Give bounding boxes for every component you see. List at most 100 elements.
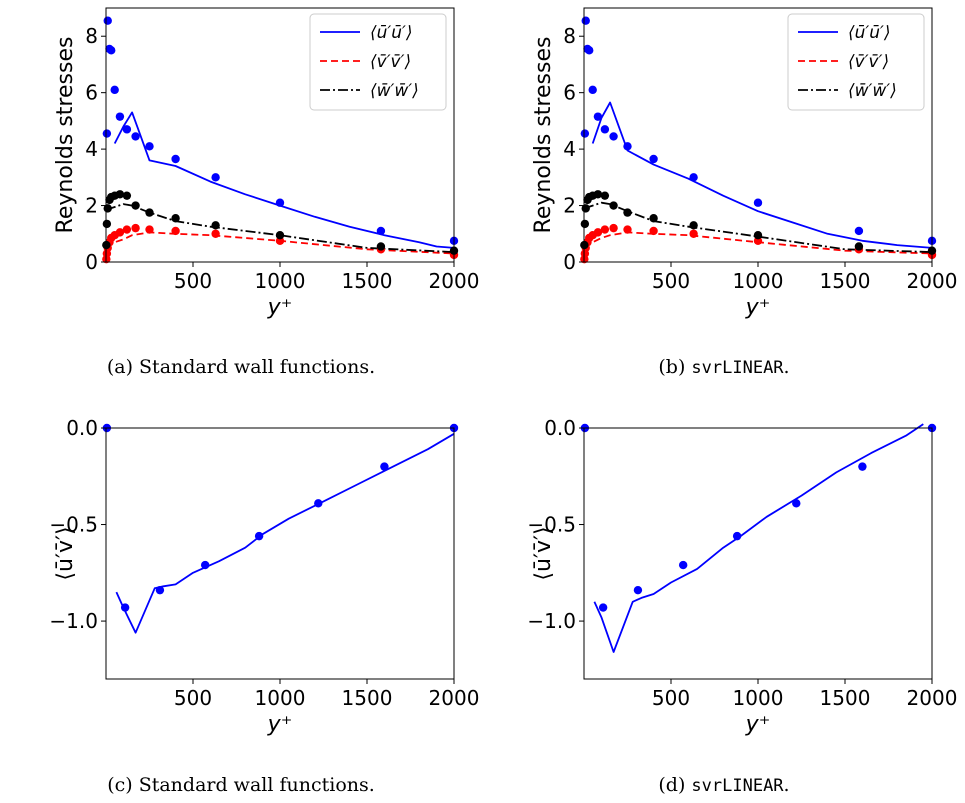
data-point-d-0-2 bbox=[633, 585, 643, 595]
caption-d: (d) svrLINEAR. bbox=[483, 774, 965, 796]
data-point-b-0-7 bbox=[609, 132, 618, 141]
x-tick-label-c-1000: 1000 bbox=[255, 686, 306, 710]
caption-a: (a) Standard wall functions. bbox=[0, 356, 482, 378]
data-point-a-0-8 bbox=[145, 142, 154, 151]
data-point-a-0-10 bbox=[211, 173, 220, 182]
data-point-a-0-1 bbox=[103, 16, 112, 25]
caption-c: (c) Standard wall functions. bbox=[0, 774, 482, 796]
x-tick-label-d-500: 500 bbox=[652, 686, 690, 710]
y-tick-label-d-0: −1.0 bbox=[527, 609, 576, 633]
x-tick-label-b-500: 500 bbox=[652, 269, 690, 293]
plot-area-b bbox=[580, 16, 937, 264]
caption-a-text: (a) Standard wall functions. bbox=[106, 356, 376, 378]
data-point-c-0-6 bbox=[380, 462, 389, 471]
y-axis-label-a: Reynolds stresses bbox=[53, 37, 78, 234]
data-point-c-0-4 bbox=[254, 531, 264, 541]
series-line-c-0 bbox=[115, 433, 455, 634]
data-point-b-0-5 bbox=[593, 112, 603, 121]
data-point-b-1-8 bbox=[609, 223, 618, 233]
data-point-a-2-1 bbox=[102, 219, 112, 229]
y-tick-label-c-1: −0.5 bbox=[49, 513, 98, 537]
legend-label-b-1: ⟨v̄′v̄′⟩ bbox=[848, 52, 889, 72]
data-point-a-0-5 bbox=[115, 112, 125, 121]
data-point-b-0-9 bbox=[649, 154, 658, 164]
y-axis-label-b: Reynolds stresses bbox=[531, 37, 556, 234]
data-point-a-2-8 bbox=[131, 201, 140, 210]
y-tick-label-c-2: 0.0 bbox=[66, 416, 98, 440]
y-tick-label-d-2: 0.0 bbox=[544, 416, 576, 440]
data-point-a-1-9 bbox=[145, 225, 154, 234]
data-point-b-2-8 bbox=[609, 201, 618, 210]
x-tick-label-a-1500: 1500 bbox=[342, 269, 393, 293]
data-point-a-2-12 bbox=[275, 230, 285, 240]
data-point-a-0-6 bbox=[122, 125, 132, 134]
data-point-a-2-9 bbox=[145, 208, 154, 217]
y-tick-label-a-2: 4 bbox=[85, 137, 98, 161]
data-point-d-0-6 bbox=[858, 462, 867, 471]
y-tick-label-a-0: 0 bbox=[85, 250, 98, 274]
y-tick-label-d-1: −0.5 bbox=[527, 513, 576, 537]
legend-b: ⟨ū′ū′⟩ ⟨v̄′v̄′⟩ ⟨w̄′w̄′⟩ bbox=[787, 13, 925, 111]
y-tick-label-b-3: 6 bbox=[563, 81, 576, 105]
data-point-d-0-3 bbox=[678, 560, 688, 570]
series-line-d-0 bbox=[593, 423, 924, 653]
data-point-a-0-12 bbox=[376, 226, 386, 236]
legend-label-b-0: ⟨ū′ū′⟩ bbox=[848, 23, 891, 43]
data-point-b-0-10 bbox=[689, 173, 698, 182]
data-point-b-1-9 bbox=[623, 225, 632, 234]
data-point-b-1-6 bbox=[593, 228, 603, 237]
x-tick-label-c-500: 500 bbox=[174, 686, 212, 710]
data-point-a-0-11 bbox=[275, 198, 285, 207]
y-axis-label-c: ⟨ū′v̄′⟩ bbox=[53, 526, 78, 580]
y-tick-label-a-3: 6 bbox=[85, 81, 98, 105]
chart-c: 500 1000 1500 2000 −1.0 −0.5 0.0 y⁺ ⟨ū′v̄′⟩ bbox=[49, 416, 479, 737]
caption-d-suffix: . bbox=[783, 774, 790, 796]
x-axis-label-d: y⁺ bbox=[745, 712, 771, 737]
x-tick-label-b-1500: 1500 bbox=[820, 269, 871, 293]
data-point-b-0-3 bbox=[585, 46, 594, 55]
axes-frame-c bbox=[105, 427, 455, 680]
data-point-d-0-5 bbox=[792, 499, 801, 508]
data-point-b-0-12 bbox=[854, 226, 864, 236]
data-point-a-2-11 bbox=[211, 221, 220, 230]
data-point-b-2-13 bbox=[854, 242, 864, 251]
data-point-a-2-10 bbox=[171, 214, 180, 223]
data-point-a-1-6 bbox=[115, 228, 125, 237]
x-axis-label-c: y⁺ bbox=[267, 712, 293, 737]
data-point-b-1-7 bbox=[600, 225, 610, 234]
legend-label-a-2: ⟨w̄′w̄′⟩ bbox=[370, 81, 419, 101]
axes-frame-d bbox=[583, 427, 933, 680]
x-tick-label-b-2000: 2000 bbox=[907, 269, 958, 293]
caption-b-code: svrLINEAR bbox=[691, 358, 784, 378]
caption-d-code: svrLINEAR bbox=[691, 776, 784, 796]
caption-b-suffix: . bbox=[783, 356, 790, 378]
data-point-a-0-0 bbox=[102, 129, 112, 138]
data-point-b-1-10 bbox=[649, 226, 658, 236]
series-line-b-1 bbox=[583, 231, 933, 255]
y-tick-label-a-4: 8 bbox=[85, 24, 98, 48]
data-point-b-0-6 bbox=[600, 125, 610, 134]
data-point-a-1-11 bbox=[211, 229, 220, 238]
y-tick-label-b-1: 2 bbox=[563, 194, 576, 218]
y-tick-label-b-0: 0 bbox=[563, 250, 576, 274]
data-point-b-0-1 bbox=[581, 16, 590, 25]
data-point-a-1-7 bbox=[122, 225, 132, 234]
data-point-b-1-11 bbox=[689, 229, 698, 238]
legend-box-a bbox=[309, 13, 447, 111]
data-point-b-2-7 bbox=[600, 191, 610, 200]
legend-a: ⟨ū′ū′⟩ ⟨v̄′v̄′⟩ ⟨w̄′w̄′⟩ bbox=[309, 13, 447, 111]
data-point-b-2-6 bbox=[593, 190, 603, 199]
data-point-b-0-4 bbox=[588, 85, 597, 95]
data-point-a-2-13 bbox=[376, 242, 386, 251]
data-point-b-0-8 bbox=[623, 142, 632, 151]
data-point-a-2-6 bbox=[115, 190, 125, 199]
data-point-a-2-7 bbox=[122, 191, 132, 200]
series-line-a-0 bbox=[113, 111, 455, 249]
plot-area-c bbox=[102, 423, 459, 634]
x-tick-label-d-2000: 2000 bbox=[907, 686, 958, 710]
x-axis-label-a: y⁺ bbox=[267, 295, 293, 320]
caption-c-text: (c) Standard wall functions. bbox=[107, 774, 375, 796]
data-point-a-0-4 bbox=[110, 85, 119, 95]
data-point-a-1-8 bbox=[131, 223, 140, 233]
